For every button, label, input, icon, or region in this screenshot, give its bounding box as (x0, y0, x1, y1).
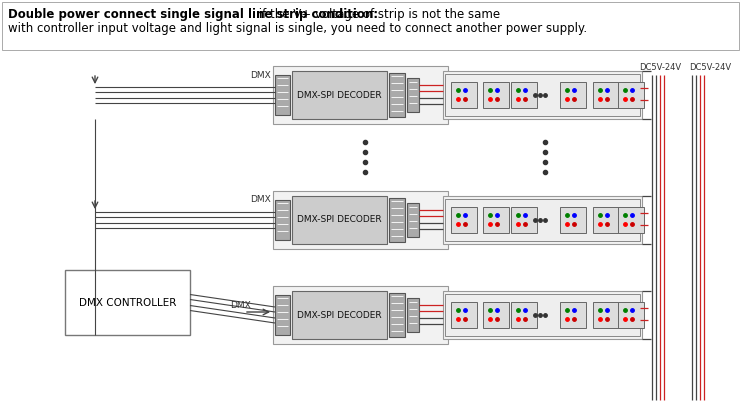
Text: DC5V-24V: DC5V-24V (639, 64, 681, 72)
Text: DMX-SPI DECODER: DMX-SPI DECODER (297, 215, 382, 224)
Bar (275, 75, 290, 115)
Bar (407, 298, 419, 332)
Bar (451, 302, 477, 328)
Bar (483, 82, 509, 108)
Text: DMX-SPI DECODER: DMX-SPI DECODER (297, 311, 382, 320)
Text: DMX: DMX (230, 301, 250, 309)
Text: DMX-SPI DECODER: DMX-SPI DECODER (297, 90, 382, 100)
Bar (445, 199, 640, 241)
Bar (618, 207, 644, 233)
Text: DMX: DMX (250, 196, 270, 205)
Bar (451, 207, 477, 233)
Bar (443, 71, 642, 119)
Text: DMX: DMX (250, 70, 270, 79)
Bar (593, 302, 619, 328)
Text: DC5V-24V: DC5V-24V (689, 64, 731, 72)
Text: if the V+ voltage of strip is not the same: if the V+ voltage of strip is not the sa… (255, 8, 500, 21)
Bar (275, 200, 290, 240)
Bar (273, 191, 448, 249)
Bar (511, 82, 537, 108)
Bar (292, 291, 387, 339)
Bar (389, 198, 405, 242)
Bar (273, 286, 448, 344)
Bar (483, 207, 509, 233)
Bar (560, 302, 586, 328)
Bar (511, 207, 537, 233)
Bar (445, 74, 640, 116)
Text: with controller input voltage and light signal is single, you need to connect an: with controller input voltage and light … (8, 22, 587, 35)
Bar (443, 291, 642, 339)
Bar (2, 2, 739, 50)
Bar (407, 78, 419, 112)
Bar (389, 73, 405, 117)
Bar (273, 66, 448, 124)
Bar (560, 82, 586, 108)
Bar (275, 295, 290, 335)
Bar (483, 302, 509, 328)
Bar (618, 302, 644, 328)
Bar (443, 196, 642, 244)
Text: Double power connect single signal line strip condition:: Double power connect single signal line … (8, 8, 378, 21)
Bar (511, 302, 537, 328)
Bar (292, 196, 387, 244)
Bar (451, 82, 477, 108)
Bar (407, 203, 419, 237)
Bar (292, 71, 387, 119)
Text: DMX CONTROLLER: DMX CONTROLLER (79, 298, 176, 307)
Bar (389, 293, 405, 337)
Bar (593, 82, 619, 108)
Bar (560, 207, 586, 233)
Bar (445, 294, 640, 336)
Bar (65, 270, 190, 335)
Bar (618, 82, 644, 108)
Bar (593, 207, 619, 233)
